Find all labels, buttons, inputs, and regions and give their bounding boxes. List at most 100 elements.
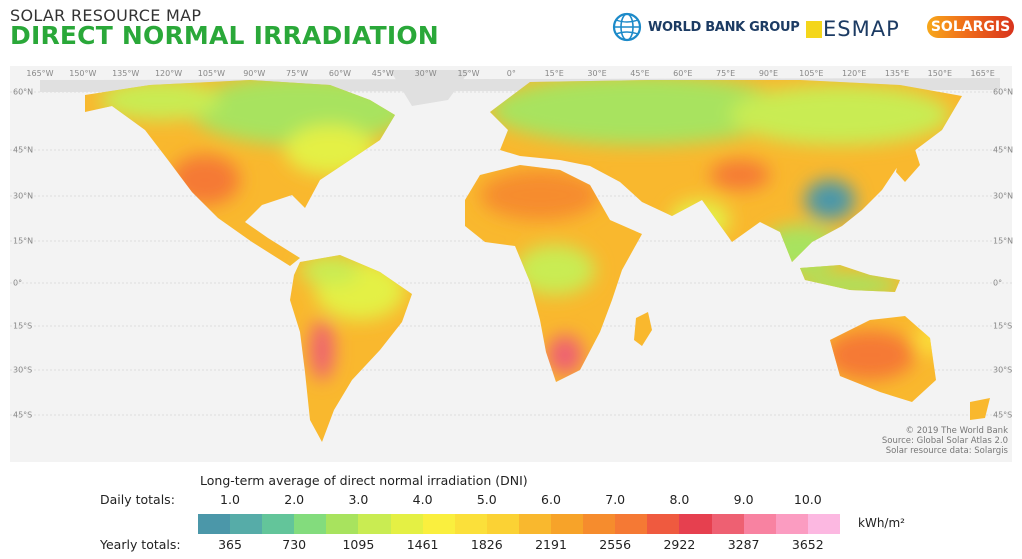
globe-icon [612, 12, 642, 42]
longitude-label: 60°E [673, 69, 693, 78]
latitude-label: 0° [993, 278, 1003, 288]
legend-swatch [358, 514, 391, 534]
latitude-label: 45°N [13, 145, 34, 155]
legend-swatch [551, 514, 584, 534]
longitude-label: 75°E [715, 69, 736, 78]
legend-unit: kWh/m² [858, 516, 905, 530]
yearly-tick-label: 365 [218, 537, 242, 552]
longitude-label: 105°E [799, 69, 824, 78]
irradiation-surface [85, 80, 990, 442]
latitude-label: 30°N [13, 191, 34, 201]
legend-swatch [198, 514, 231, 534]
longitude-label: 60°W [328, 69, 351, 78]
daily-tick-label: 4.0 [412, 492, 433, 507]
latitude-label: 30°S [993, 365, 1013, 375]
yearly-tick-label: 2191 [535, 537, 567, 552]
latitude-label: 15°S [993, 321, 1013, 331]
daily-tick-label: 6.0 [541, 492, 561, 507]
daily-tick-label: 8.0 [669, 492, 690, 507]
longitude-label: 90°E [758, 69, 779, 78]
latitude-label: 0° [13, 278, 23, 288]
credit-copyright: © 2019 The World Bank [905, 426, 1008, 436]
esmap-logo-text: ESMAP [823, 17, 900, 41]
daily-tick-label: 5.0 [476, 492, 497, 507]
map-subtitle: SOLAR RESOURCE MAP [10, 6, 202, 25]
legend-swatch [807, 514, 840, 534]
legend-swatch [262, 514, 295, 534]
longitude-label: 30°E [587, 69, 607, 78]
legend-swatch [294, 514, 327, 534]
credit-source: Source: Global Solar Atlas 2.0 [881, 436, 1008, 446]
yearly-totals-label: Yearly totals: [100, 537, 181, 552]
latitude-label: 45°S [993, 410, 1013, 420]
latitude-label: 45°S [13, 410, 33, 420]
latitude-label: 60°N [993, 87, 1014, 97]
legend-swatch [679, 514, 712, 534]
yearly-tick-label: 3287 [727, 537, 760, 552]
daily-totals-label: Daily totals: [100, 492, 175, 507]
legend-swatch [230, 514, 263, 534]
solargis-logo: SOLARGIS [927, 16, 1014, 38]
longitude-label: 30°W [414, 69, 437, 78]
yearly-tick-label: 2556 [599, 537, 632, 552]
legend-swatch [743, 514, 776, 534]
longitude-label: 135°E [884, 69, 910, 78]
legend-title: Long-term average of direct normal irrad… [200, 473, 528, 488]
legend-swatch [615, 514, 648, 534]
daily-tick-label: 9.0 [733, 492, 754, 507]
esmap-logo: ESMAP [806, 17, 900, 41]
longitude-label: 120°E [841, 69, 867, 78]
daily-tick-label: 3.0 [348, 492, 369, 507]
credit-data: Solar resource data: Solargis [885, 446, 1008, 456]
longitude-label: 150°E [927, 69, 953, 78]
map-credit: © 2019 The World Bank Source: Global Sol… [882, 426, 1008, 456]
yearly-tick-label: 3652 [791, 537, 824, 552]
legend-swatch [583, 514, 616, 534]
legend-swatch [390, 514, 423, 534]
longitude-label: 15°E [544, 69, 564, 78]
longitude-label: 45°E [630, 69, 650, 78]
longitude-label: 135°W [112, 69, 140, 78]
legend-swatch [422, 514, 455, 534]
world-map [10, 66, 1012, 462]
longitude-label: 45°W [371, 69, 394, 78]
longitude-label: 15°W [457, 69, 480, 78]
esmap-sun-icon [806, 20, 822, 38]
legend-swatch [775, 514, 808, 534]
legend-swatch [326, 514, 359, 534]
legend-swatch [454, 514, 487, 534]
daily-tick-label: 10.0 [793, 492, 822, 507]
longitude-label: 120°W [154, 69, 183, 78]
map-canvas [10, 70, 1012, 442]
latitude-label: 30°N [993, 191, 1014, 201]
longitude-label: 0° [506, 69, 516, 78]
latitude-label: 15°S [13, 321, 33, 331]
longitude-label: 165°W [26, 69, 54, 78]
yearly-tick-label: 1826 [470, 537, 503, 552]
map-title: DIRECT NORMAL IRRADIATION [10, 21, 439, 50]
yearly-tick-label: 1461 [406, 537, 439, 552]
latitude-label: 15°N [993, 236, 1014, 246]
world-bank-logo: WORLD BANK GROUP [612, 12, 800, 42]
daily-tick-label: 2.0 [284, 492, 305, 507]
latitude-label: 15°N [13, 236, 34, 246]
yearly-tick-label: 730 [282, 537, 307, 552]
longitude-label: 165°E [970, 69, 995, 78]
yearly-tick-label: 1095 [342, 537, 375, 552]
longitude-label: 150°W [69, 69, 97, 78]
legend-color-bar [198, 514, 840, 534]
longitude-label: 105°W [197, 69, 225, 78]
no-data-arctic [40, 70, 1000, 106]
legend-swatch [647, 514, 680, 534]
latitude-label: 45°N [993, 145, 1014, 155]
world-bank-logo-text: WORLD BANK GROUP [648, 19, 800, 35]
daily-tick-label: 7.0 [605, 492, 626, 507]
yearly-tick-label: 2922 [663, 537, 696, 552]
latitude-label: 30°S [13, 365, 33, 375]
latitude-label: 60°N [13, 87, 34, 97]
legend-swatch [711, 514, 744, 534]
longitude-label: 90°W [243, 69, 266, 78]
legend-swatch [518, 514, 552, 534]
daily-tick-label: 1.0 [220, 492, 240, 507]
